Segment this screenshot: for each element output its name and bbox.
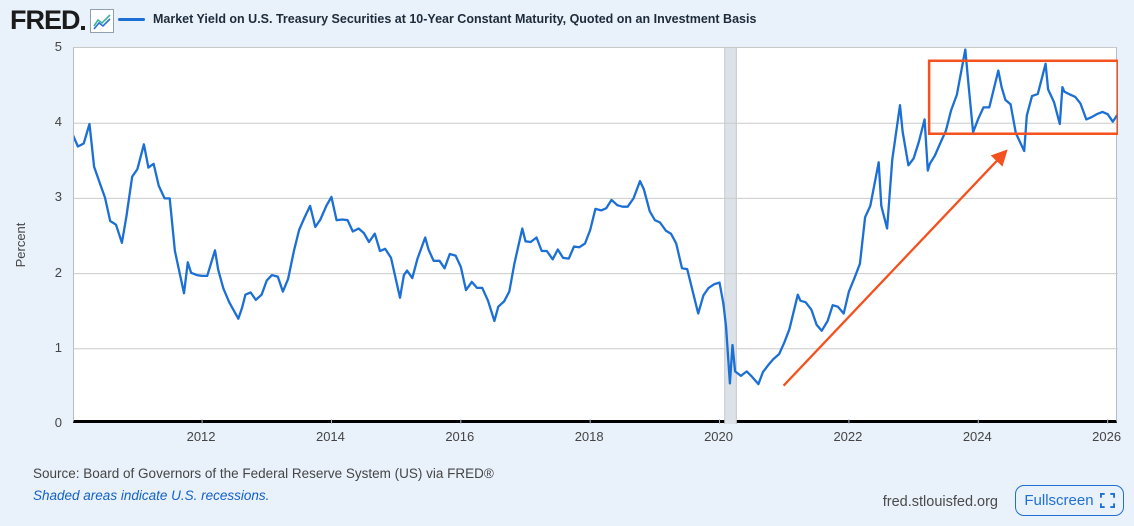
- header: FRED Market Yield on U.S. Treasury Secur…: [0, 0, 1134, 40]
- legend-series-label: Market Yield on U.S. Treasury Securities…: [153, 12, 757, 26]
- x-tick-label: 2026: [1092, 429, 1122, 444]
- chart-canvas: [74, 48, 1118, 424]
- legend: Market Yield on U.S. Treasury Securities…: [118, 12, 756, 26]
- x-tick-label: 2012: [186, 429, 216, 444]
- fred-logo-text: FRED: [10, 5, 80, 35]
- y-tick-label: 2: [54, 264, 62, 280]
- x-tick-label: 2018: [574, 429, 604, 444]
- site-url: fred.stlouisfed.org: [882, 494, 998, 510]
- chart-plot-area[interactable]: [73, 47, 1118, 424]
- y-tick-label: 3: [54, 189, 62, 205]
- recession-shading-band: [724, 48, 737, 424]
- fred-logo-dot: [80, 25, 85, 30]
- y-tick-label: 0: [54, 415, 62, 430]
- legend-line-swatch: [118, 17, 145, 21]
- y-tick-label: 1: [54, 339, 62, 355]
- x-tick-label: 2016: [445, 429, 475, 444]
- fullscreen-button-label: Fullscreen: [1024, 492, 1094, 509]
- y-tick-label: 4: [54, 114, 62, 130]
- fullscreen-button[interactable]: Fullscreen: [1015, 485, 1124, 516]
- source-text: Source: Board of Governors of the Federa…: [33, 466, 494, 481]
- x-tick-label: 2014: [315, 429, 345, 444]
- x-tick-label: 2020: [704, 429, 733, 444]
- recession-note-link[interactable]: Shaded areas indicate U.S. recessions.: [33, 488, 270, 503]
- annotation-arrow: [782, 149, 1008, 387]
- treasury-yield-line: [74, 48, 1118, 386]
- x-tick-label: 2024: [962, 429, 992, 444]
- fred-logo[interactable]: FRED: [10, 5, 114, 36]
- fullscreen-expand-icon: [1099, 493, 1115, 508]
- annotation-highlight-box: [927, 59, 1118, 135]
- sparkline-chart-icon: [89, 8, 114, 33]
- x-tick-label: 2022: [833, 429, 863, 444]
- y-tick-label: 5: [54, 39, 62, 54]
